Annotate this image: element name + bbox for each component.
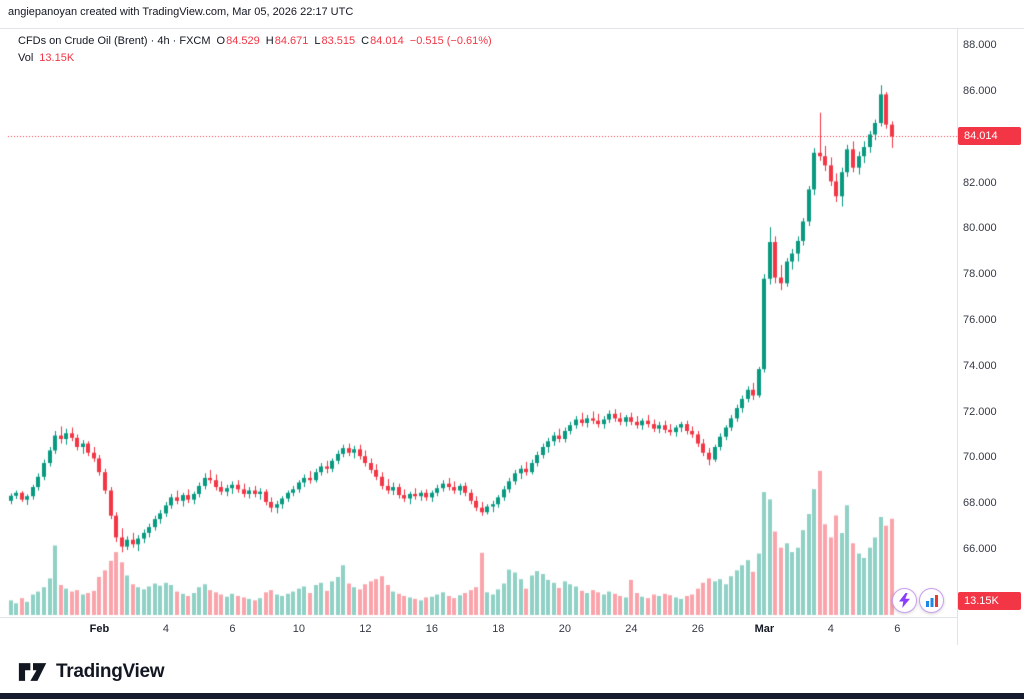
time-tick-label: 6	[894, 623, 901, 635]
price-tick-label: 86.000	[963, 84, 997, 97]
time-tick-label: 18	[492, 623, 505, 635]
price-tick-label: 80.000	[963, 222, 997, 235]
lightning-icon	[899, 593, 910, 608]
time-tick-label: 12	[359, 623, 372, 635]
price-tick-label: 82.000	[963, 176, 997, 189]
time-tick-label: Feb	[89, 623, 110, 635]
time-tick-label: 16	[425, 623, 439, 635]
legend-symbol-row: CFDs on Crude Oil (Brent) · 4h · FXCM O8…	[18, 33, 492, 48]
ohlc-open: O84.529	[216, 34, 260, 47]
price-axis-separator	[957, 28, 958, 645]
legend-volume-row: Vol 13.15K	[18, 50, 492, 65]
price-tick-label: 88.000	[963, 39, 997, 52]
last-volume-badge: 13.15K	[958, 592, 1021, 610]
time-tick-label: 10	[292, 623, 306, 635]
chart-legend: CFDs on Crude Oil (Brent) · 4h · FXCM O8…	[18, 33, 492, 65]
price-tick-label: 76.000	[963, 313, 997, 326]
time-tick-label: 24	[625, 623, 638, 635]
price-axis[interactable]: 88.00086.00084.00082.00080.00078.00076.0…	[957, 0, 1024, 660]
time-tick-label: Mar	[754, 623, 775, 635]
volume-value: 13.15K	[39, 51, 75, 64]
symbol-title[interactable]: CFDs on Crude Oil (Brent) · 4h · FXCM	[18, 34, 211, 47]
reaction-chart-button[interactable]	[919, 588, 944, 613]
time-tick-label: 4	[827, 623, 834, 635]
tradingview-logo[interactable]: TradingView	[18, 661, 165, 683]
chart-top-border	[0, 28, 1024, 29]
time-tick-label: 20	[558, 623, 571, 635]
price-chart-canvas[interactable]	[0, 0, 1024, 660]
footer: TradingView	[0, 650, 1024, 694]
ohlc-close: C84.014	[361, 34, 404, 47]
time-tick-label: 26	[691, 623, 704, 635]
ohlc-high: H84.671	[265, 34, 309, 47]
volume-label[interactable]: Vol	[18, 51, 34, 64]
last-price-badge: 84.014	[958, 127, 1021, 146]
price-tick-label: 68.000	[963, 497, 997, 510]
price-change: −0.515 (−0.61%)	[409, 34, 492, 47]
price-tick-label: 74.000	[963, 359, 997, 372]
time-tick-label: 6	[229, 623, 236, 635]
reaction-lightning-button[interactable]	[892, 588, 917, 613]
time-axis-separator	[0, 617, 957, 618]
bottom-strip	[0, 693, 1024, 699]
time-axis[interactable]: Feb 4 6 10 12 16 18 20 24 26 Mar 4 6	[0, 617, 957, 647]
price-tick-label: 72.000	[963, 405, 997, 418]
ohlc-low: L83.515	[314, 34, 356, 47]
brand-wordmark: TradingView	[56, 661, 165, 682]
price-tick-label: 78.000	[963, 268, 997, 281]
price-tick-label: 66.000	[963, 542, 997, 555]
chart-stats-icon	[925, 595, 938, 607]
time-tick-label: 4	[162, 623, 169, 635]
price-tick-label: 70.000	[963, 451, 997, 464]
tradingview-mark-icon	[18, 663, 47, 681]
